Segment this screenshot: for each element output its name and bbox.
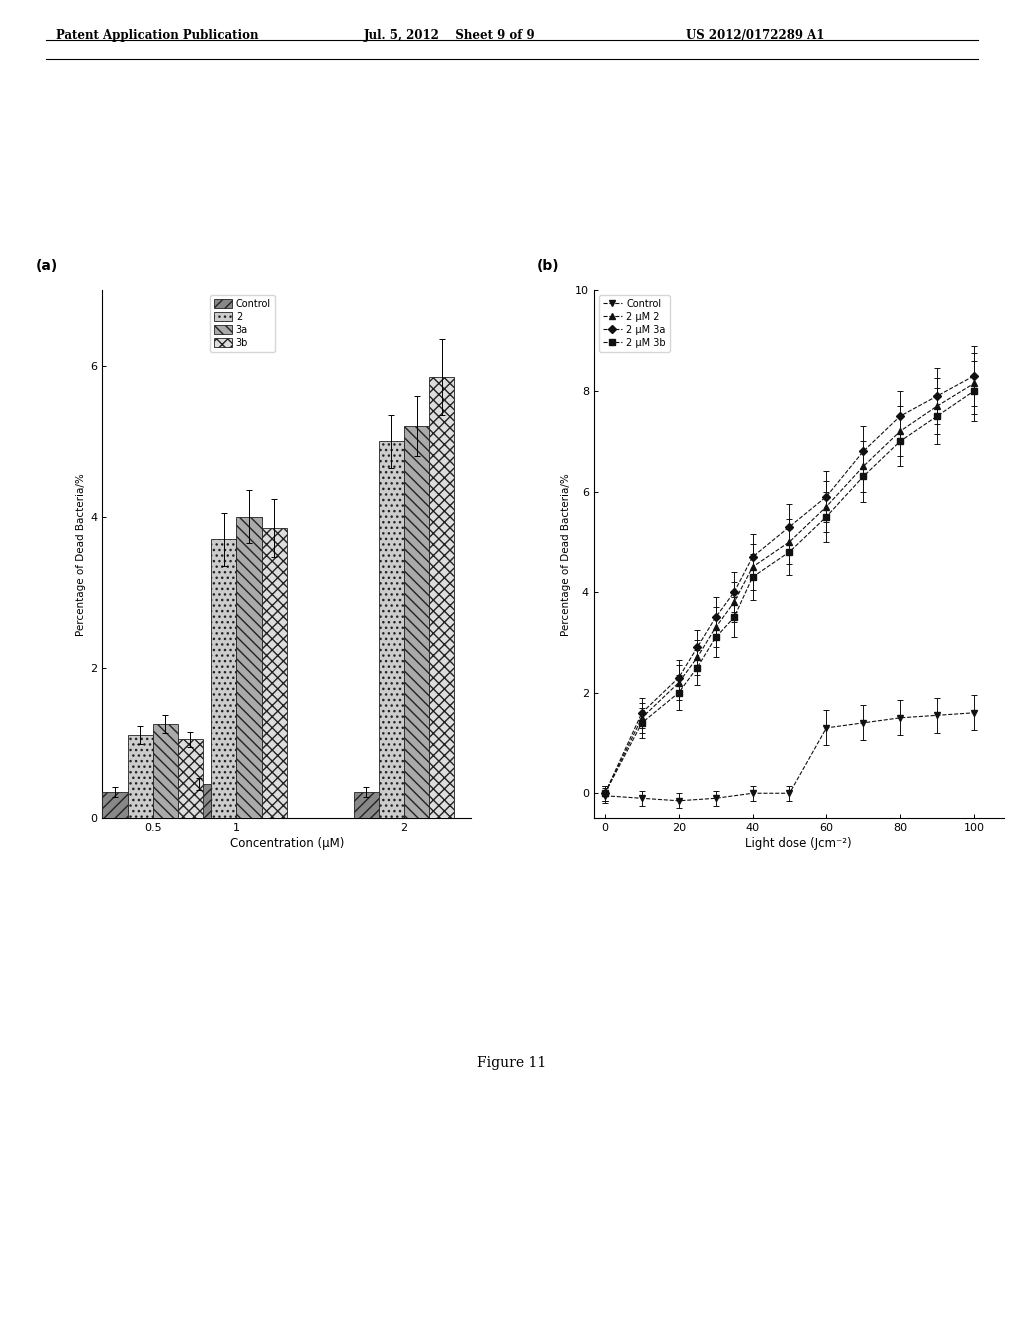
Bar — [211, 540, 237, 818]
X-axis label: Light dose (Jcm⁻²): Light dose (Jcm⁻²) — [745, 837, 852, 850]
Bar — [128, 735, 153, 818]
Bar — [353, 792, 379, 818]
Legend: Control, 2, 3a, 3b: Control, 2, 3a, 3b — [211, 296, 274, 352]
Text: US 2012/0172289 A1: US 2012/0172289 A1 — [686, 29, 824, 42]
Bar — [429, 378, 455, 818]
Text: (b): (b) — [537, 259, 559, 273]
Text: Figure 11: Figure 11 — [477, 1056, 547, 1069]
X-axis label: Concentration (μM): Concentration (μM) — [229, 837, 344, 850]
Bar — [186, 784, 211, 818]
Y-axis label: Percentage of Dead Bacteria/%: Percentage of Dead Bacteria/% — [561, 473, 571, 636]
Bar — [178, 739, 203, 818]
Bar — [153, 725, 178, 818]
Legend: Control, 2 μM 2, 2 μM 3a, 2 μM 3b: Control, 2 μM 2, 2 μM 3a, 2 μM 3b — [599, 296, 670, 352]
Text: Patent Application Publication: Patent Application Publication — [56, 29, 259, 42]
Text: (a): (a) — [36, 259, 58, 273]
Bar — [379, 441, 404, 818]
Y-axis label: Percentage of Dead Bacteria/%: Percentage of Dead Bacteria/% — [76, 473, 86, 636]
Bar — [261, 528, 287, 818]
Text: Jul. 5, 2012    Sheet 9 of 9: Jul. 5, 2012 Sheet 9 of 9 — [364, 29, 536, 42]
Bar — [102, 792, 128, 818]
Bar — [237, 516, 261, 818]
Bar — [404, 426, 429, 818]
